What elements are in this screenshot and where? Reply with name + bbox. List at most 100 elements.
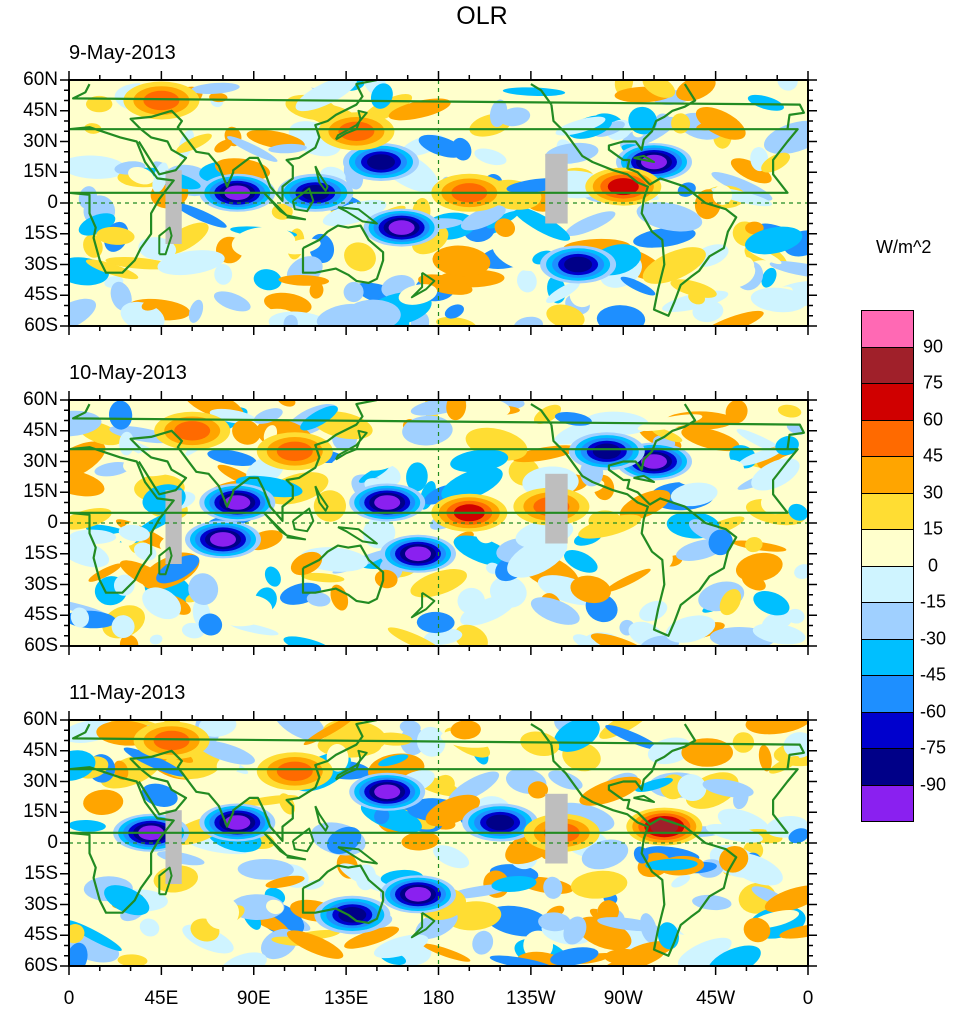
colorbar-swatch: [861, 711, 914, 749]
field-blob: [330, 584, 349, 611]
field-blob: [596, 305, 646, 326]
field-blob: [707, 945, 761, 966]
coastline: [530, 83, 553, 106]
field-blob: [530, 597, 580, 625]
x-tick-label: 45E: [144, 988, 179, 1009]
field-blob: [597, 917, 658, 932]
field-blob: [69, 441, 106, 482]
field-blob: [117, 954, 148, 966]
field-blob: [388, 98, 451, 121]
y-tick-label: 30N: [23, 770, 58, 792]
field-blob: [422, 943, 471, 962]
colorbar-label: -30: [919, 628, 947, 648]
field-blob: [344, 926, 400, 949]
coastline: [263, 512, 288, 537]
feature-contour: [210, 532, 236, 547]
field-blob: [737, 257, 755, 275]
field-blob: [502, 87, 566, 97]
coastline: [314, 805, 329, 832]
field-blob: [677, 937, 732, 966]
colorbar-swatch: [861, 602, 914, 640]
field-blob: [343, 281, 364, 303]
field-blob: [751, 458, 800, 491]
colorbar-swatch: [861, 784, 914, 822]
colorbar-label: 15: [922, 518, 944, 539]
field-blob: [94, 462, 131, 477]
coastline: [291, 827, 315, 853]
field-blob: [779, 923, 808, 939]
field-blob: [745, 221, 764, 235]
field-blob: [110, 281, 132, 311]
field-blob: [719, 845, 749, 873]
field-blob: [434, 774, 455, 795]
field-blob: [453, 535, 513, 567]
field-blob: [378, 754, 409, 767]
field-blob: [344, 299, 401, 326]
field-blob: [604, 568, 651, 593]
field-blob: [69, 750, 96, 781]
coastline: [301, 864, 385, 924]
x-tick-label: 0: [63, 988, 75, 1009]
y-tick-label: 45S: [24, 924, 58, 946]
missing-data: [545, 793, 568, 864]
field-blob: [214, 139, 233, 153]
field-blob: [512, 206, 571, 241]
y-tick-label: 45N: [23, 99, 58, 121]
field-blob: [142, 587, 182, 620]
field-blob: [119, 634, 139, 646]
field-blob: [69, 819, 106, 832]
field-blob: [681, 427, 740, 452]
coastline: [301, 224, 385, 284]
field-blob: [738, 447, 784, 466]
field-blob: [753, 590, 790, 616]
panel-title: 10-May-2013: [69, 362, 187, 384]
field-blob: [642, 247, 706, 284]
field-blob: [494, 218, 516, 237]
field-blob: [237, 858, 294, 880]
coastline: [314, 165, 329, 192]
field-blob: [653, 113, 671, 132]
coastline: [633, 794, 655, 803]
coastline: [72, 83, 805, 130]
coastline: [72, 723, 805, 770]
coastline: [129, 80, 378, 202]
field-blob: [788, 828, 808, 844]
chart-title: OLR: [456, 2, 508, 30]
panel-title: 11-May-2013: [69, 682, 186, 704]
field-blob: [489, 955, 554, 966]
field-blob: [563, 550, 598, 573]
field-blob: [278, 275, 330, 286]
field-blob: [113, 574, 135, 596]
field-blob: [450, 720, 481, 740]
field-blob: [546, 304, 585, 326]
feature-contour: [338, 907, 367, 923]
field-blob: [555, 116, 606, 136]
field-blob: [374, 569, 398, 589]
field-blob: [446, 400, 467, 421]
field-blob: [743, 917, 771, 943]
y-tick-label: 60N: [23, 69, 58, 90]
field-blob: [761, 152, 791, 173]
field-blob: [181, 622, 205, 639]
field-blob: [460, 205, 506, 231]
field-blob: [374, 807, 390, 825]
field-blob: [732, 732, 755, 753]
x-tick-label: 0: [802, 988, 814, 1009]
field-blob: [712, 185, 733, 205]
y-tick-label: 45N: [23, 739, 58, 761]
field-blob: [190, 82, 240, 95]
field-blob: [620, 276, 656, 296]
y-tick-label: 45S: [24, 284, 58, 306]
coastline: [158, 226, 173, 256]
field-blob: [700, 310, 764, 326]
field-blob: [665, 615, 716, 643]
field-blob: [425, 794, 480, 827]
field-blob: [86, 95, 113, 113]
y-tick-label: 0: [47, 832, 58, 853]
feature-contour: [592, 443, 621, 460]
field-blob: [176, 133, 212, 153]
coastline: [633, 154, 655, 163]
y-tick-label: 15N: [23, 481, 58, 503]
field-blob: [677, 774, 707, 802]
field-blob: [628, 106, 658, 135]
